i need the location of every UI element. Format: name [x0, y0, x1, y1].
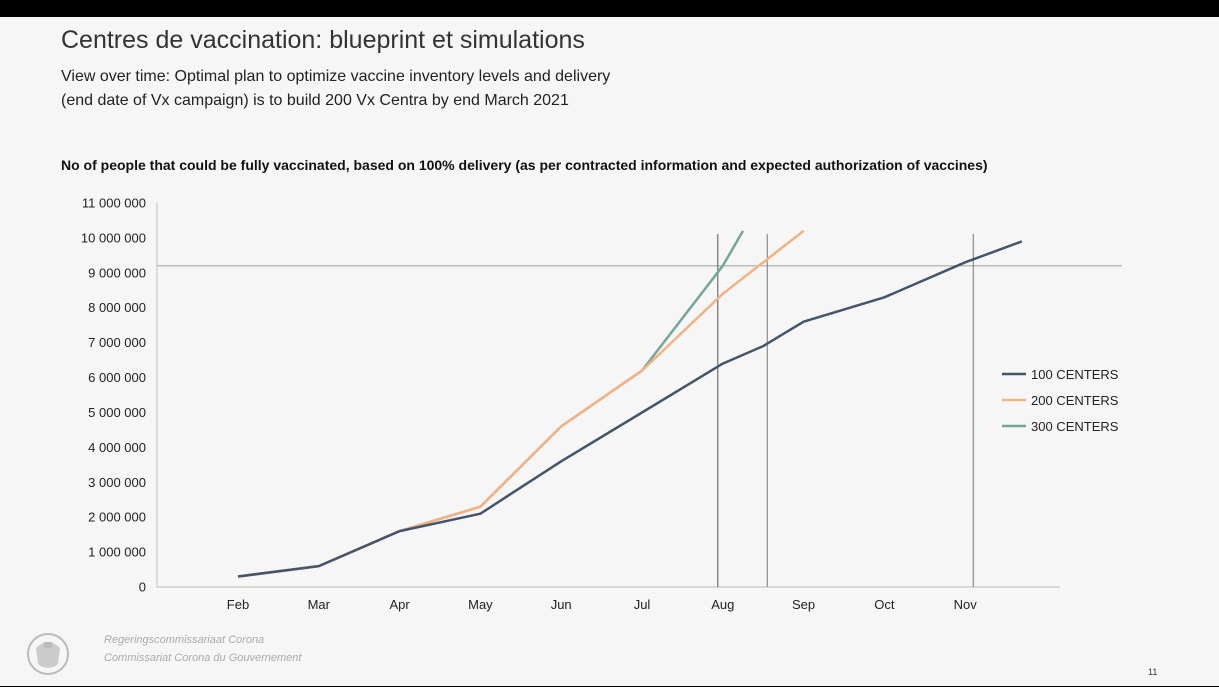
- y-tick-label: 11 000 000: [82, 196, 146, 211]
- series-line-100-centers: [237, 240, 1023, 578]
- x-tick-label: Oct: [874, 597, 895, 612]
- y-tick-label: 5 000 000: [88, 405, 146, 420]
- x-tick-label: Nov: [954, 597, 978, 612]
- y-tick-label: 3 000 000: [88, 475, 146, 490]
- footer-line-2: Commissariat Corona du Gouvernement: [104, 652, 302, 664]
- legend-label: 200 CENTERS: [1031, 393, 1119, 408]
- slide: Centres de vaccination: blueprint et sim…: [0, 17, 1219, 686]
- x-tick-label: Feb: [227, 597, 249, 612]
- x-tick-label: Jul: [634, 597, 651, 612]
- x-tick-label: Aug: [711, 597, 734, 612]
- legend-label: 100 CENTERS: [1031, 367, 1119, 382]
- y-tick-label: 7 000 000: [88, 335, 146, 350]
- legend-label: 300 CENTERS: [1031, 419, 1119, 434]
- x-tick-label: Apr: [389, 597, 410, 612]
- x-tick-label: Sep: [792, 597, 815, 612]
- series-line-200-centers: [237, 229, 805, 578]
- y-tick-label: 2 000 000: [88, 510, 146, 525]
- series-line-300-centers: [237, 230, 745, 578]
- y-tick-label: 6 000 000: [88, 370, 146, 385]
- x-tick-label: May: [468, 597, 493, 612]
- y-tick-label: 4 000 000: [88, 440, 146, 455]
- page-number: 11: [1148, 667, 1158, 677]
- government-seal-icon: [20, 626, 76, 682]
- slide-subtitle: View over time: Optimal plan to optimize…: [61, 65, 821, 113]
- subtitle-line-1: View over time: Optimal plan to optimize…: [61, 68, 611, 85]
- chart-title: No of people that could be fully vaccina…: [61, 157, 988, 173]
- x-tick-label: Jun: [551, 597, 572, 612]
- footer: Regeringscommissariaat Corona Commissari…: [104, 631, 301, 667]
- y-tick-label: 0: [139, 580, 146, 595]
- y-tick-label: 9 000 000: [88, 265, 146, 280]
- footer-line-1: Regeringscommissariaat Corona: [104, 634, 265, 646]
- y-tick-label: 8 000 000: [88, 300, 146, 315]
- x-tick-label: Mar: [308, 597, 331, 612]
- y-tick-label: 1 000 000: [88, 545, 146, 560]
- subtitle-line-2: (end date of Vx campaign) is to build 20…: [61, 92, 569, 109]
- slide-title: Centres de vaccination: blueprint et sim…: [61, 26, 585, 54]
- y-tick-label: 10 000 000: [81, 230, 146, 245]
